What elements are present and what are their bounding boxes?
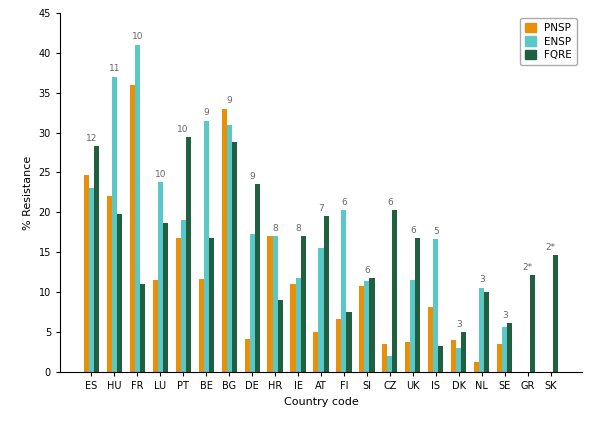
Bar <box>428 307 433 372</box>
Bar <box>388 356 392 372</box>
Text: 9: 9 <box>226 96 232 105</box>
Bar <box>112 77 117 372</box>
Bar <box>296 278 301 372</box>
Bar <box>209 238 214 372</box>
Bar <box>319 248 323 372</box>
Bar <box>140 284 145 372</box>
Bar <box>415 238 421 372</box>
Text: 9: 9 <box>249 172 255 181</box>
Text: 3: 3 <box>479 275 485 284</box>
Bar <box>507 323 512 372</box>
Bar <box>245 339 250 372</box>
Bar <box>158 182 163 372</box>
Text: 2*: 2* <box>523 263 533 272</box>
Bar <box>370 278 374 372</box>
Bar <box>152 280 158 372</box>
Bar <box>203 121 209 372</box>
Bar <box>227 124 232 372</box>
Bar <box>232 142 237 372</box>
Text: 6: 6 <box>341 198 347 207</box>
Bar <box>89 189 94 372</box>
Bar <box>451 340 456 372</box>
Bar <box>341 210 346 372</box>
Text: 2*: 2* <box>545 243 556 252</box>
Bar <box>301 236 305 372</box>
Text: 7: 7 <box>318 204 324 213</box>
Bar <box>497 344 502 372</box>
Text: 11: 11 <box>109 64 120 74</box>
Text: 10: 10 <box>154 170 166 179</box>
Text: 8: 8 <box>295 224 301 233</box>
Bar <box>254 184 260 372</box>
Text: 8: 8 <box>272 224 278 233</box>
Bar <box>176 238 181 372</box>
Legend: PNSP, ENSP, FQRE: PNSP, ENSP, FQRE <box>520 18 577 65</box>
Bar <box>359 286 364 372</box>
Bar <box>346 312 352 372</box>
Bar <box>250 234 254 372</box>
Bar <box>392 210 397 372</box>
Bar <box>186 137 191 372</box>
Bar <box>278 300 283 372</box>
Bar <box>117 214 122 372</box>
Bar <box>130 85 135 372</box>
Bar <box>272 236 278 372</box>
Bar <box>94 146 99 372</box>
Bar <box>163 223 168 372</box>
Bar <box>290 284 296 372</box>
Text: 10: 10 <box>178 125 189 134</box>
Bar <box>405 342 410 372</box>
Bar <box>461 332 466 372</box>
Y-axis label: % Resistance: % Resistance <box>23 155 33 230</box>
Bar <box>410 280 415 372</box>
Text: 6: 6 <box>410 226 416 235</box>
Text: 3: 3 <box>502 310 508 319</box>
Text: 10: 10 <box>131 33 143 41</box>
Text: 6: 6 <box>387 198 393 207</box>
Bar <box>530 275 535 372</box>
Bar <box>439 346 443 372</box>
Bar <box>474 362 479 372</box>
Bar <box>181 220 186 372</box>
Bar <box>221 109 227 372</box>
Bar <box>502 327 507 372</box>
Text: 3: 3 <box>456 320 461 329</box>
Bar <box>107 196 112 372</box>
Bar <box>479 288 484 372</box>
Bar <box>135 45 140 372</box>
Bar <box>433 239 439 372</box>
Text: 12: 12 <box>86 134 97 143</box>
Bar <box>199 279 203 372</box>
Bar <box>268 236 272 372</box>
Bar <box>84 175 89 372</box>
Bar <box>313 332 319 372</box>
X-axis label: Country code: Country code <box>284 397 358 407</box>
Text: 5: 5 <box>433 227 439 236</box>
Bar <box>484 291 490 372</box>
Bar <box>382 344 388 372</box>
Bar <box>364 281 370 372</box>
Bar <box>337 319 341 372</box>
Text: 6: 6 <box>364 266 370 275</box>
Text: 9: 9 <box>203 108 209 117</box>
Bar <box>323 217 329 372</box>
Bar <box>456 348 461 372</box>
Bar <box>553 255 558 372</box>
